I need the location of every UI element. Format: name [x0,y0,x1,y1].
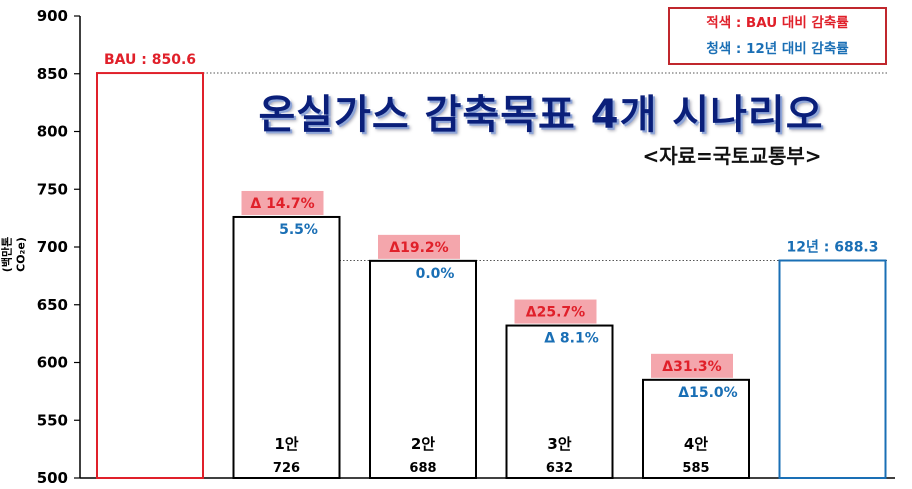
bar-12년 [778,259,887,479]
y-tick-label: 550 [37,411,68,429]
bar-value-label: 585 [682,461,709,476]
bar-value-label: 632 [546,461,573,476]
y-tick-label: 650 [37,296,68,314]
red-reduction-label: Δ31.3% [662,359,721,375]
red-reduction-label: Δ25.7% [526,305,585,321]
bar-category-label: 4안 [684,435,708,453]
bar-top-label: BAU : 850.6 [104,52,196,68]
red-reduction-label: Δ19.2% [389,240,448,256]
bar-4안 [642,378,750,480]
y-tick-label: 900 [37,7,68,25]
bar-1안 [232,215,341,479]
red-label-bg [651,353,733,378]
blue-reduction-label: 5.5% [279,222,318,238]
legend-box: 적색 : BAU 대비 감축률 청색 : 12년 대비 감축률 [668,7,887,65]
legend-item-red: 적색 : BAU 대비 감축률 [706,15,849,31]
legend-item-blue: 청색 : 12년 대비 감축률 [706,41,849,57]
y-tick-label: 500 [37,469,68,487]
blue-reduction-label: Δ15.0% [678,385,737,401]
bar-category-label: 1안 [274,435,298,453]
bar-3안 [505,324,614,480]
blue-reduction-label: Δ 8.1% [544,331,599,347]
red-label-bg [514,299,597,324]
y-tick-label: 700 [37,238,68,256]
red-label-bg [241,190,324,215]
bar-2안 [369,259,477,479]
blue-reduction-label: 0.0% [416,266,455,282]
red-reduction-label: Δ 14.7% [250,196,314,212]
chart-source: <자료=국토교통부> [642,144,822,168]
y-tick-label: 750 [37,180,68,198]
bar-category-label: 3안 [547,435,571,453]
bar-value-label: 688 [409,461,436,476]
red-label-bg [378,234,460,259]
chart-title: 온실가스 감축목표 4개 시나리오 [258,92,824,138]
bar-BAU [96,72,204,479]
bar-category-label: 2안 [411,435,435,453]
y-tick-label: 800 [37,123,68,141]
y-tick-label: 850 [37,65,68,83]
y-axis-label: (백만톤CO₂e) [0,236,28,273]
bar-top-label: 12년 : 688.3 [787,240,879,256]
y-tick-label: 600 [37,354,68,372]
bar-value-label: 726 [273,461,300,476]
